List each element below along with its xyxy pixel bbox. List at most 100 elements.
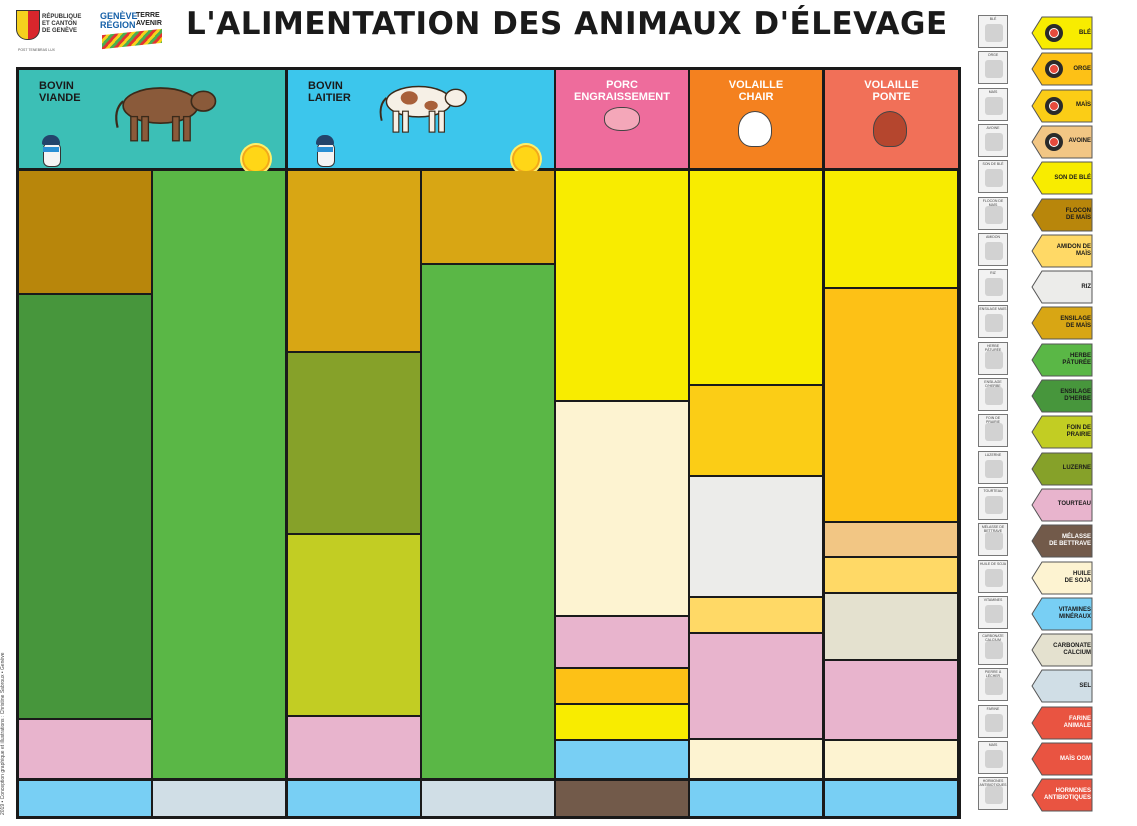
header-porc-engraissement: PORC ENGRAISSEMENT bbox=[556, 70, 688, 168]
legend-tag-0: BLÉ bbox=[1031, 16, 1093, 50]
feed-thumbnail-caption: ENSILAGE MAÏS bbox=[979, 307, 1007, 312]
legend-tag-label: AMIDON DE MAÏS bbox=[1056, 243, 1091, 257]
porc-engraissement-segment-son-de-ble bbox=[556, 705, 688, 739]
dairy-cow-illustration bbox=[379, 85, 467, 133]
header-label: BOVIN VIANDE bbox=[39, 80, 81, 104]
feed-thumbnail: HERBE PÂTURÉE bbox=[978, 341, 1008, 375]
feed-thumbnail-image bbox=[985, 786, 1003, 805]
feed-thumbnail-caption: AVOINE bbox=[986, 125, 1000, 130]
legend-tag-19: FARINE ANIMALE bbox=[1031, 706, 1093, 740]
legend-tag-4: SON DE BLÉ bbox=[1031, 161, 1093, 195]
bovin-laitier-ete-base-sel bbox=[422, 781, 554, 816]
canton-motto: POST TENEBRAS LUX bbox=[18, 48, 56, 52]
header-label: VOLAILLE CHAIR bbox=[728, 79, 784, 103]
feed-thumbnail-caption: SON DE BLÉ bbox=[982, 162, 1004, 167]
volaille-chair-segment-huile-de-soja bbox=[690, 740, 822, 778]
volaille-ponte-segment-huile-de-soja bbox=[825, 741, 957, 778]
porc-engraissement-segment-ble bbox=[556, 171, 688, 400]
broiler-chicken-illustration bbox=[738, 111, 772, 147]
legend-tag-label: HERBE PÂTURÉE bbox=[1062, 352, 1091, 366]
sun-icon bbox=[244, 147, 268, 171]
bovin-laitier-hiver-segment-tourteau bbox=[288, 717, 420, 778]
bovin-laitier-hiver-segment-foin-de-prairie bbox=[288, 535, 420, 715]
feed-thumbnail-caption: PIERRE À LÉCHER bbox=[984, 670, 1002, 679]
feed-thumbnail: FOIN DE PRAIRIE bbox=[978, 414, 1008, 448]
legend-tag-label: FOIN DE PRAIRIE bbox=[1066, 425, 1091, 439]
feed-thumbnail-caption: AMIDON bbox=[986, 234, 1000, 239]
feed-thumbnail-image bbox=[985, 423, 1003, 442]
volaille-ponte-segment-orge bbox=[825, 289, 957, 521]
volaille-ponte-segment-ble bbox=[825, 171, 957, 287]
feed-thumbnail-image bbox=[985, 459, 1003, 478]
feed-thumbnail-image bbox=[985, 241, 1003, 260]
feed-thumbnail-image bbox=[985, 750, 1003, 768]
feed-thumbnail-image bbox=[985, 24, 1003, 42]
logo-geneve-region: GENÈVE RÉGION bbox=[100, 11, 138, 30]
volaille-ponte-segment-tourteau bbox=[825, 661, 957, 739]
porc-engraissement-segment-huile-de-soja bbox=[556, 402, 688, 615]
feed-thumbnail: ENSILAGE D'HERBE bbox=[978, 378, 1008, 411]
bovin-viande-hiver-base-vitamines bbox=[19, 781, 151, 816]
volaille-chair-segment-mais bbox=[690, 386, 822, 475]
logo-terre-avenir: TERRE AVENIR bbox=[136, 12, 162, 27]
feed-thumbnail: MAÏS bbox=[978, 87, 1008, 121]
feed-thumbnail-caption: FOIN DE PRAIRIE bbox=[985, 416, 1001, 425]
legend-tag-label: MÉLASSE DE BETTRAVE bbox=[1049, 534, 1091, 548]
legend-tag-2: MAÏS bbox=[1031, 89, 1093, 123]
feed-thumbnail-caption: HUILE DE SOJA bbox=[979, 561, 1007, 566]
feed-thumbnail: BLÉ bbox=[978, 15, 1008, 48]
feed-thumbnail-caption: HORMONES ANTIBIOTIQUES bbox=[979, 779, 1007, 788]
no-gmo-badge-icon bbox=[1045, 60, 1063, 79]
feed-thumbnail-caption: BLÉ bbox=[989, 17, 997, 21]
volaille-chair-segment-riz bbox=[690, 477, 822, 596]
legend-tag-18: SEL bbox=[1031, 669, 1093, 703]
bovin-viande-hiver-segment-ensilage-herbe bbox=[19, 295, 151, 718]
feed-thumbnail-caption: ENSILAGE D'HERBE bbox=[984, 380, 1002, 388]
porc-engraissement-segment-orge bbox=[556, 669, 688, 703]
legend-tag-11: FOIN DE PRAIRIE bbox=[1031, 415, 1093, 449]
legend-tag-label: ORGE bbox=[1073, 65, 1091, 72]
feed-thumbnail-image bbox=[985, 387, 1003, 405]
feed-thumbnail: LUZERNE bbox=[978, 450, 1008, 484]
feed-thumbnail-caption: MAÏS bbox=[988, 89, 998, 94]
legend-tag-14: MÉLASSE DE BETTRAVE bbox=[1031, 524, 1093, 558]
legend-tag-15: HUILE DE SOJA bbox=[1031, 561, 1093, 595]
beef-cow-illustration bbox=[115, 87, 217, 142]
legend-tag-7: RIZ bbox=[1031, 270, 1093, 304]
feed-thumbnail: HUILE DE SOJA bbox=[978, 559, 1008, 593]
penguin-mascot-icon bbox=[312, 135, 338, 167]
legend-tag-21: HORMONES ANTIBIOTIQUES bbox=[1031, 778, 1093, 812]
no-gmo-badge-icon bbox=[1045, 132, 1063, 151]
sun-icon bbox=[514, 147, 538, 171]
legend-tag-5: FLOCON DE MAÏS bbox=[1031, 198, 1093, 232]
volaille-chair-segment-ble bbox=[690, 171, 822, 384]
feed-thumbnail-caption: HERBE PÂTURÉE bbox=[984, 343, 1002, 352]
legend-tag-label: ENSILAGE DE MAÏS bbox=[1060, 316, 1091, 330]
bovin-laitier-hiver-segment-luzerne bbox=[288, 353, 420, 533]
feed-thumbnail-image bbox=[985, 713, 1003, 732]
feed-thumbnail-image bbox=[985, 60, 1003, 79]
logo-stripes bbox=[102, 28, 162, 50]
volaille-chair-segment-amidon-de-mais bbox=[690, 598, 822, 632]
feed-thumbnail: RIZ bbox=[978, 269, 1008, 303]
feed-thumbnail: TOURTEAU bbox=[978, 486, 1008, 520]
bovin-viande-hiver-segment-tourteau bbox=[19, 720, 151, 778]
legend-tag-label: LUZERNE bbox=[1062, 465, 1091, 472]
porc-engraissement-segment-vitamines bbox=[556, 741, 688, 778]
no-gmo-badge-icon bbox=[1045, 96, 1063, 115]
feed-thumbnail-image bbox=[985, 677, 1003, 696]
feed-thumbnail: CARBONATE CALCIUM bbox=[978, 632, 1008, 666]
legend-tag-1: ORGE bbox=[1031, 52, 1093, 86]
legend-tag-label: HORMONES ANTIBIOTIQUES bbox=[1043, 788, 1091, 802]
feed-thumbnail: FLOCON DE MAÏS bbox=[978, 196, 1008, 230]
legend-tag-label: VITAMINES MINÉRAUX bbox=[1058, 606, 1091, 620]
feed-thumbnail: ENSILAGE MAÏS bbox=[978, 305, 1008, 339]
feed-thumbnail-image bbox=[985, 314, 1003, 333]
legend-tag-17: CARBONATE CALCIUM bbox=[1031, 633, 1093, 667]
legend-tag-label: MAÏS bbox=[1076, 102, 1091, 109]
volaille-ponte-segment-amidon-de-mais bbox=[825, 558, 957, 592]
feed-thumbnail-caption: ORGE bbox=[987, 53, 999, 58]
feed-thumbnail: PIERRE À LÉCHER bbox=[978, 668, 1008, 702]
feed-thumbnail: MAÏS bbox=[978, 741, 1008, 774]
legend-tag-label: ENSILAGE D'HERBE bbox=[1060, 389, 1091, 402]
